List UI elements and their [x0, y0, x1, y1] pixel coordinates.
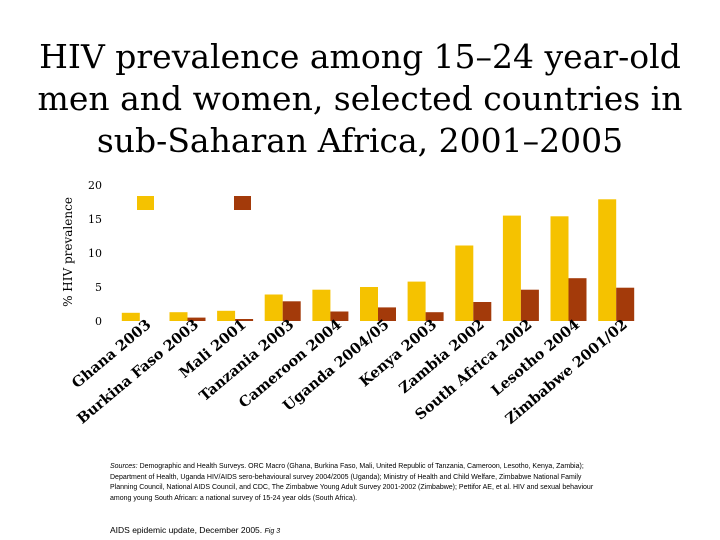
bar-men: [473, 302, 492, 321]
footer-note: AIDS epidemic update, December 2005. Fig…: [110, 525, 280, 535]
bar-men: [568, 278, 587, 321]
footer-text: AIDS epidemic update, December 2005.: [110, 525, 263, 535]
title-line-2: men and women, selected countries in: [37, 79, 683, 118]
bar-women: [121, 312, 140, 321]
source-label: Sources:: [110, 463, 138, 470]
legend-swatch-women: [137, 196, 154, 210]
title-line-3: sub-Saharan Africa, 2001–2005: [96, 121, 624, 160]
bar-men: [235, 319, 254, 321]
bar-men: [187, 317, 206, 321]
bar-women: [217, 310, 236, 321]
y-tick-label: 10: [88, 247, 102, 260]
y-tick-label: 5: [95, 281, 102, 294]
y-tick-label: 15: [88, 213, 102, 226]
legend-swatch-men: [234, 196, 251, 210]
source-text: Demographic and Health Surveys. ORC Macr…: [110, 463, 594, 502]
title-line-1: HIV prevalence among 15–24 year-old: [39, 37, 681, 76]
bar-women: [407, 281, 426, 321]
bar-women: [598, 199, 617, 321]
bar-women: [169, 312, 188, 321]
bars: [121, 199, 635, 321]
y-tick-label: 0: [95, 315, 102, 328]
bar-women: [312, 289, 331, 321]
bar-women: [550, 216, 569, 321]
y-tick-label: 20: [88, 179, 102, 192]
legend: Women Men: [137, 196, 294, 221]
x-tick-label: Ghana 2003: [69, 316, 155, 392]
chart-title: HIV prevalence among 15–24 year-old men …: [0, 36, 720, 162]
bar-women: [264, 294, 283, 321]
bar-men: [378, 307, 396, 321]
legend-label-women: Women: [159, 201, 223, 221]
bar-men: [425, 312, 444, 321]
bar-women: [502, 215, 521, 321]
bar-chart: 0 5 10 15 20 % HIV prevalence Women Men Ghan…: [61, 179, 635, 428]
bar-women: [455, 245, 474, 321]
y-axis: 0 5 10 15 20: [88, 179, 102, 328]
legend-label-men: Men: [256, 201, 294, 221]
bar-men: [616, 287, 635, 321]
bar-men: [330, 311, 349, 321]
bar-men: [520, 289, 539, 321]
source-note: Sources: Demographic and Health Surveys.…: [110, 462, 610, 504]
bar-men: [282, 301, 301, 321]
bar-women: [360, 287, 378, 321]
footer-fig: Fig 3: [264, 528, 281, 535]
y-axis-label: % HIV prevalence: [61, 197, 75, 307]
